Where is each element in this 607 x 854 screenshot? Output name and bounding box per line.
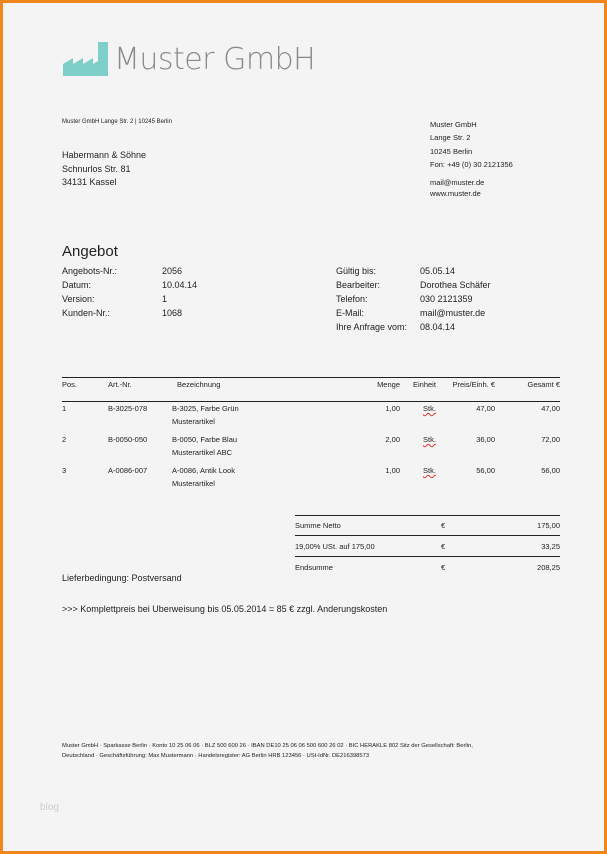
info-label: Ihre Anfrage vom: bbox=[336, 322, 408, 332]
totals-currency: € bbox=[441, 521, 446, 530]
cell-einheit: Stk. bbox=[423, 435, 436, 444]
footer-line-1: Muster GmbH · Sparkasse Berlin · Konto 1… bbox=[62, 743, 473, 749]
info-label: Kunden-Nr.: bbox=[62, 308, 111, 318]
info-label: Datum: bbox=[62, 280, 92, 290]
header-bez: Bezeichnung bbox=[177, 380, 221, 389]
info-value: 05.05.14 bbox=[420, 266, 456, 276]
totals-divider bbox=[295, 556, 560, 557]
info-label: Gültig bis: bbox=[336, 266, 377, 276]
cell-art: B-0050-050 bbox=[108, 435, 148, 444]
cell-menge: 2,00 bbox=[385, 435, 400, 444]
info-value: 08.04.14 bbox=[420, 322, 456, 332]
cell-bez: A-0086, Antik Look bbox=[172, 466, 235, 475]
cell-bez: B-0050, Farbe Blau bbox=[172, 435, 238, 444]
company-logo-text: Muster GmbH bbox=[114, 42, 316, 77]
cell-preis: 47,00 bbox=[476, 404, 495, 413]
cell-gesamt: 72,00 bbox=[541, 435, 560, 444]
info-label: E-Mail: bbox=[336, 308, 365, 318]
cell-pos: 2 bbox=[62, 435, 67, 444]
totals-currency: € bbox=[441, 542, 446, 551]
cell-bez: B-3025, Farbe Grün bbox=[172, 404, 239, 413]
footer-line-2: Deutschland · Geschäftsführung: Max Must… bbox=[62, 753, 370, 759]
totals-currency: € bbox=[441, 563, 446, 572]
company-address: Muster GmbH Lange Str. 2 10245 Berlin Fo… bbox=[430, 118, 513, 199]
company-name: Muster GmbH bbox=[430, 120, 477, 129]
delivery-terms: Lieferbedingung: Postversand bbox=[62, 573, 182, 583]
info-value: 10.04.14 bbox=[162, 280, 198, 290]
cell-art: B-3025-078 bbox=[108, 404, 148, 413]
cell-art: A-0086-007 bbox=[108, 466, 148, 475]
sender-line: Muster GmbH Lange Str. 2 | 10245 Berlin bbox=[62, 119, 172, 125]
header-gesamt: Gesamt € bbox=[527, 380, 560, 389]
watermark: blog bbox=[40, 802, 59, 813]
totals-label: Endsumme bbox=[295, 563, 333, 572]
cell-einheit: Stk. bbox=[423, 466, 436, 475]
cell-einheit: Stk. bbox=[423, 404, 436, 413]
info-value: 1068 bbox=[162, 308, 183, 318]
factory-logo-icon bbox=[63, 42, 108, 76]
recipient-name: Habermann & Söhne bbox=[62, 150, 147, 160]
company-web: www.muster.de bbox=[430, 189, 481, 199]
cell-bez-sub: Musterartikel ABC bbox=[172, 448, 233, 457]
header-art: Art.-Nr. bbox=[108, 380, 132, 389]
cell-pos: 3 bbox=[62, 466, 67, 475]
header-einheit: Einheit bbox=[413, 380, 436, 389]
document-title: Angebot bbox=[62, 243, 118, 260]
cell-menge: 1,00 bbox=[385, 404, 400, 413]
cell-bez-sub: Musterartikel bbox=[172, 479, 215, 488]
company-city: 10245 Berlin bbox=[430, 146, 473, 156]
cell-preis: 36,00 bbox=[476, 435, 495, 444]
info-label: Telefon: bbox=[336, 294, 368, 304]
cell-gesamt: 47,00 bbox=[541, 404, 560, 413]
company-street: Lange Str. 2 bbox=[430, 133, 471, 143]
company-email: mail@muster.de bbox=[430, 178, 485, 188]
recipient-city: 34131 Kassel bbox=[62, 177, 117, 187]
cell-bez-sub: Musterartikel bbox=[172, 417, 215, 426]
info-label: Version: bbox=[62, 294, 95, 304]
info-value: 2056 bbox=[162, 266, 183, 276]
cell-pos: 1 bbox=[62, 404, 67, 413]
info-label: Angebots-Nr.: bbox=[62, 266, 118, 276]
footer: Muster GmbH · Sparkasse Berlin · Konto 1… bbox=[62, 741, 473, 761]
recipient-street: Schnurlos Str. 81 bbox=[62, 163, 131, 174]
info-label: Bearbeiter: bbox=[336, 280, 381, 290]
totals-label: Summe Netto bbox=[295, 521, 341, 530]
info-value: mail@muster.de bbox=[420, 308, 486, 318]
info-value: Dorothea Schäfer bbox=[420, 280, 491, 290]
payment-note: >>> Komplettpreis bei Uberweisung bis 05… bbox=[62, 604, 388, 614]
header-preis: Preis/Einh. € bbox=[452, 380, 495, 389]
company-phone: Fon: +49 (0) 30 2121356 bbox=[430, 159, 513, 169]
totals-label: 19,00% USt. auf 175,00 bbox=[295, 542, 375, 551]
totals-divider bbox=[295, 515, 560, 516]
totals-value: 208,25 bbox=[537, 563, 560, 572]
header-menge: Menge bbox=[377, 380, 400, 389]
totals-value: 175,00 bbox=[537, 521, 560, 530]
cell-menge: 1,00 bbox=[385, 466, 400, 475]
totals-divider bbox=[295, 535, 560, 536]
cell-preis: 56,00 bbox=[476, 466, 495, 475]
recipient-address: Habermann & Söhne Schnurlos Str. 81 3413… bbox=[62, 149, 146, 190]
info-value: 030 2121359 bbox=[420, 294, 473, 304]
info-value: 1 bbox=[162, 294, 168, 304]
cell-gesamt: 56,00 bbox=[541, 466, 560, 475]
totals-value: 33,25 bbox=[541, 542, 560, 551]
header-pos: Pos. bbox=[62, 380, 78, 389]
